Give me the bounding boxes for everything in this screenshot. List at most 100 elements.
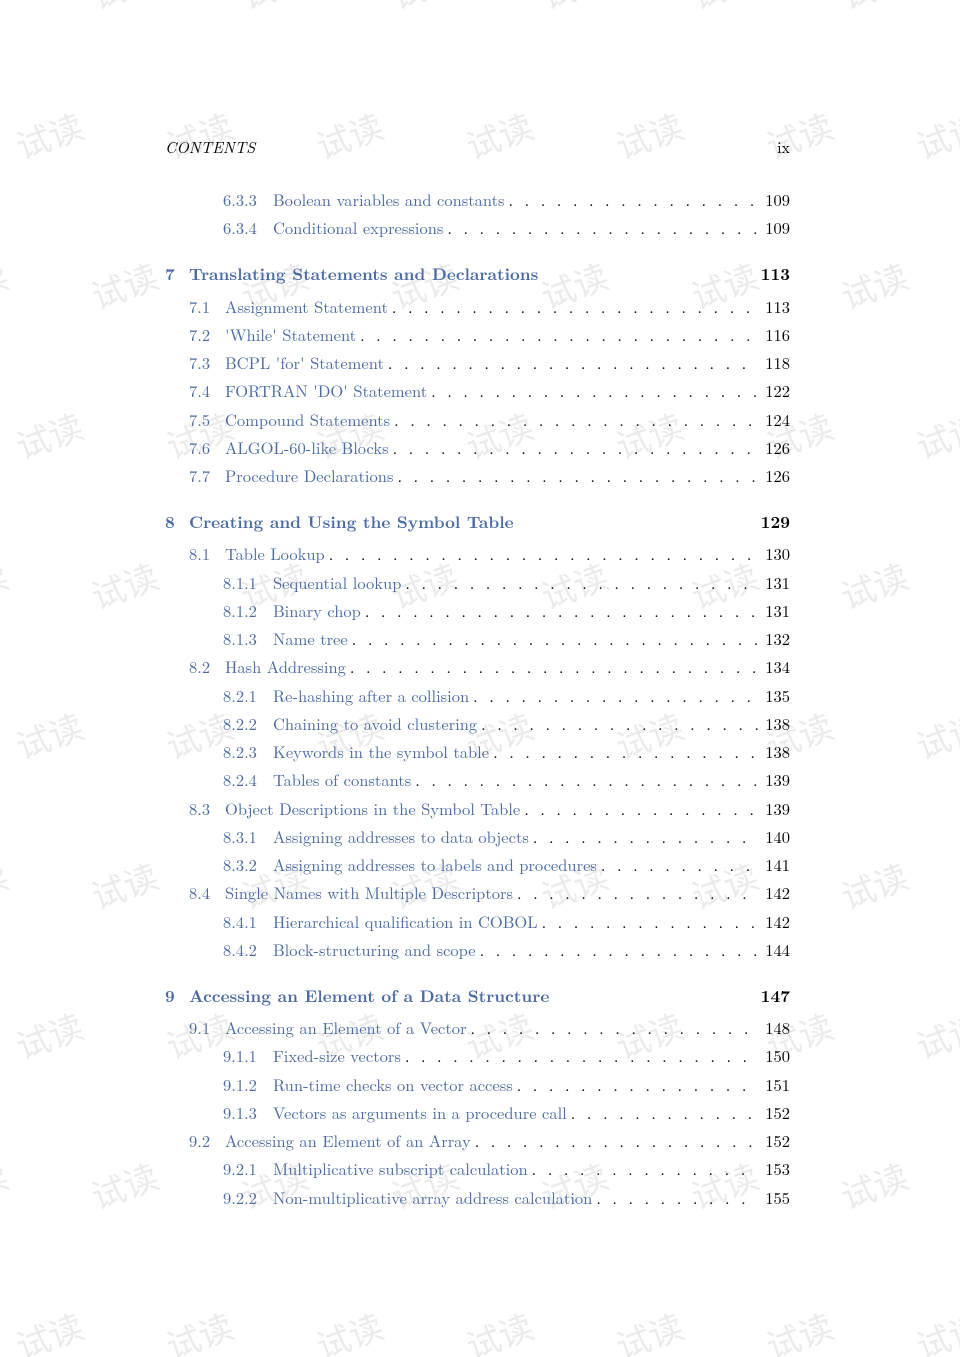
watermark-text: 试读 [0,0,14,19]
watermark-text: 试读 [84,1150,165,1219]
toc-entry-number: 7.2 [189,322,225,347]
toc-entry-number: 7.5 [189,407,225,432]
toc-entry-number: 6.3.3 [223,187,273,212]
watermark-text: 试读 [309,1300,390,1357]
toc-entry-title: Re-hashing after a collision [273,683,469,708]
toc-entry-title: Hierarchical qualification in COBOL [273,909,538,934]
toc-entry-number: 9.1 [189,1015,225,1040]
toc-entry-number: 9.2.1 [223,1156,273,1181]
toc-dot-leader: . . . . . . . . . . . . . . . . . . . . … [477,711,758,736]
toc-entry[interactable]: 9.2.2Non-multiplicative array address ca… [165,1185,790,1210]
toc-chapter[interactable]: 8Creating and Using the Symbol Table129 [165,510,790,536]
toc-entry-page: 141 [758,852,790,877]
toc-entry-title: Conditional expressions [273,215,443,240]
toc-entry[interactable]: 8.1.3Name tree . . . . . . . . . . . . .… [165,626,790,651]
toc-chapter-title: Creating and Using the Symbol Table [189,510,514,536]
toc-body: 6.3.3Boolean variables and constants . .… [165,187,790,1209]
toc-entry-number: 6.3.4 [223,215,273,240]
toc-entry-page: 132 [758,626,790,651]
toc-entry-number: 8.3.2 [223,852,273,877]
toc-entry-page: 153 [758,1156,790,1181]
toc-entry-page: 131 [758,570,790,595]
toc-entry[interactable]: 9.1.1Fixed-size vectors . . . . . . . . … [165,1043,790,1068]
toc-entry-title: Table Lookup [225,541,325,566]
toc-entry[interactable]: 8.2Hash Addressing . . . . . . . . . . .… [165,654,790,679]
toc-dot-leader: . . . . . . . . . . . . . . . . . . . . … [388,294,758,319]
watermark-text: 试读 [84,850,165,919]
toc-dot-leader: . . . . . . . . . . . . . . . . . . . . … [505,187,758,212]
toc-entry-title: Block-structuring and scope [273,937,476,962]
toc-entry-title: Tables of constants [273,767,411,792]
toc-dot-leader: . . . . . . . . . . . . . . . . . . . . … [325,541,758,566]
toc-entry[interactable]: 8.2.1Re-hashing after a collision . . . … [165,683,790,708]
toc-chapter[interactable]: 7Translating Statements and Declarations… [165,262,790,288]
toc-entry[interactable]: 8.2.4Tables of constants . . . . . . . .… [165,767,790,792]
toc-entry[interactable]: 8.4.2Block-structuring and scope . . . .… [165,937,790,962]
toc-entry[interactable]: 7.7Procedure Declarations . . . . . . . … [165,463,790,488]
toc-entry-page: 138 [758,739,790,764]
toc-entry-page: 134 [758,654,790,679]
watermark-text: 试读 [534,0,615,19]
toc-entry[interactable]: 7.6ALGOL-60-like Blocks . . . . . . . . … [165,435,790,460]
toc-dot-leader: . . . . . . . . . . . . . . . . . . . . … [389,435,758,460]
toc-entry[interactable]: 8.1.1Sequential lookup . . . . . . . . .… [165,570,790,595]
toc-entry[interactable]: 7.5Compound Statements . . . . . . . . .… [165,407,790,432]
toc-entry-title: FORTRAN 'DO' Statement [225,378,427,403]
toc-dot-leader: . . . . . . . . . . . . . . . . . . . . … [469,683,758,708]
toc-chapter-page: 129 [761,510,790,536]
toc-entry[interactable]: 9.1.3Vectors as arguments in a procedure… [165,1100,790,1125]
toc-entry[interactable]: 8.3Object Descriptions in the Symbol Tab… [165,796,790,821]
toc-dot-leader: . . . . . . . . . . . . . . . . . . . . … [401,1043,758,1068]
toc-entry-title: Assigning addresses to data objects [273,824,529,849]
toc-dot-leader: . . . . . . . . . . . . . . . . . . . . … [384,350,758,375]
toc-entry-title: Object Descriptions in the Symbol Table [225,796,520,821]
watermark-text: 试读 [84,250,165,319]
toc-entry[interactable]: 8.2.2Chaining to avoid clustering . . . … [165,711,790,736]
toc-entry-page: 109 [758,215,790,240]
watermark-text: 试读 [909,400,960,469]
toc-entry[interactable]: 8.2.3Keywords in the symbol table . . . … [165,739,790,764]
toc-entry-title: Name tree [273,626,348,651]
watermark-text: 试读 [9,400,90,469]
watermark-text: 试读 [909,100,960,169]
toc-entry-title: Procedure Declarations [225,463,393,488]
toc-entry-page: 113 [758,294,790,319]
toc-entry[interactable]: 8.4Single Names with Multiple Descriptor… [165,880,790,905]
toc-entry-page: 150 [758,1043,790,1068]
toc-entry-page: 138 [758,711,790,736]
toc-entry-number: 8.4.2 [223,937,273,962]
toc-entry[interactable]: 7.4FORTRAN 'DO' Statement . . . . . . . … [165,378,790,403]
toc-entry-title: Multiplicative subscript calculation [273,1156,528,1181]
toc-entry-page: 140 [758,824,790,849]
toc-entry[interactable]: 8.3.2Assigning addresses to labels and p… [165,852,790,877]
toc-entry[interactable]: 8.4.1Hierarchical qualification in COBOL… [165,909,790,934]
toc-entry[interactable]: 8.1Table Lookup . . . . . . . . . . . . … [165,541,790,566]
toc-chapter-number: 9 [165,984,189,1010]
toc-entry-number: 9.2.2 [223,1185,273,1210]
toc-entry[interactable]: 9.2Accessing an Element of an Array . . … [165,1128,790,1153]
toc-entry[interactable]: 9.1.2Run-time checks on vector access . … [165,1072,790,1097]
toc-dot-leader: . . . . . . . . . . . . . . . . . . . . … [513,880,758,905]
toc-entry[interactable]: 7.1Assignment Statement . . . . . . . . … [165,294,790,319]
toc-entry-page: 122 [758,378,790,403]
toc-dot-leader: . . . . . . . . . . . . . . . . . . . . … [513,1072,758,1097]
toc-entry-title: Accessing an Element of an Array [225,1128,471,1153]
toc-entry-page: 139 [758,796,790,821]
toc-entry[interactable]: 7.2'While' Statement . . . . . . . . . .… [165,322,790,347]
toc-entry[interactable]: 7.3BCPL 'for' Statement . . . . . . . . … [165,350,790,375]
toc-entry-number: 8.2.3 [223,739,273,764]
toc-entry-page: 126 [758,463,790,488]
toc-entry-number: 8.2.1 [223,683,273,708]
toc-dot-leader: . . . . . . . . . . . . . . . . . . . . … [489,739,758,764]
toc-entry-number: 9.2 [189,1128,225,1153]
toc-entry[interactable]: 9.1Accessing an Element of a Vector . . … [165,1015,790,1040]
toc-entry-title: Boolean variables and constants [273,187,505,212]
toc-entry-page: 148 [758,1015,790,1040]
toc-entry[interactable]: 9.2.1Multiplicative subscript calculatio… [165,1156,790,1181]
toc-entry[interactable]: 8.3.1Assigning addresses to data objects… [165,824,790,849]
toc-chapter[interactable]: 9Accessing an Element of a Data Structur… [165,984,790,1010]
watermark-text: 试读 [9,1300,90,1357]
toc-entry[interactable]: 6.3.4Conditional expressions . . . . . .… [165,215,790,240]
toc-entry[interactable]: 8.1.2Binary chop . . . . . . . . . . . .… [165,598,790,623]
toc-entry[interactable]: 6.3.3Boolean variables and constants . .… [165,187,790,212]
